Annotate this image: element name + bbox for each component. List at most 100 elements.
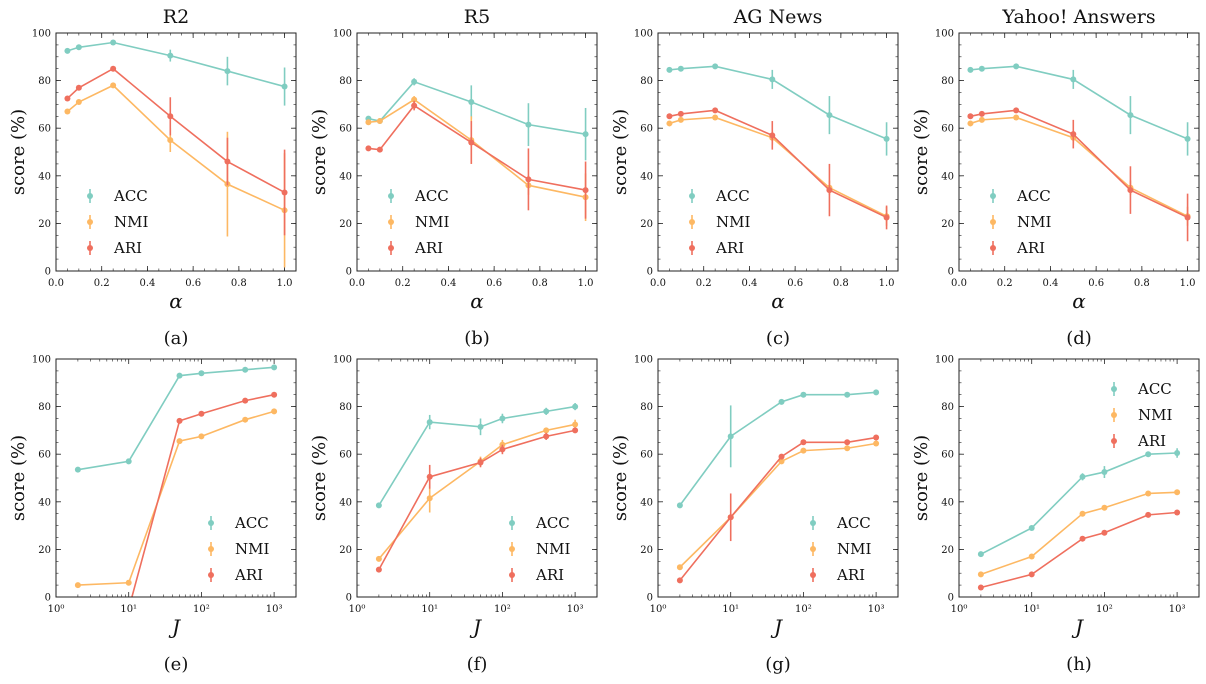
data-point-acc [411,78,418,85]
data-point-acc [873,389,880,396]
legend-label-acc: ACC [836,514,871,532]
y-tick-label: 60 [339,450,352,461]
data-point-ari [110,65,117,72]
plot-frame [958,32,1200,272]
data-point-ari [1184,214,1191,221]
data-point-nmi [967,120,974,127]
y-tick-label: 20 [640,219,653,230]
y-tick-label: 40 [38,171,51,182]
data-point-ari [75,84,82,91]
data-point-acc [271,364,278,371]
y-tick-label: 100 [634,355,653,366]
series-line-acc [669,65,887,140]
legend-marker-dot [87,245,93,251]
data-point-nmi [271,408,278,415]
x-tick-label: 0.8 [532,278,548,289]
legend: ACC NMI ARI [689,187,750,257]
data-point-nmi [677,116,684,123]
data-point-nmi [572,421,579,428]
data-point-ari [873,434,880,441]
legend-marker-dot [689,245,695,251]
y-tick-label: 100 [32,29,51,40]
legend-marker-dot [810,546,816,552]
series-line-ari [970,109,1188,219]
data-point-acc [242,366,249,373]
data-point-ari [1145,511,1152,518]
chart-title: R5 [464,6,490,28]
data-point-ari [477,459,484,466]
data-point-ari [411,102,418,109]
data-point-acc [477,423,484,430]
series-line-ari [980,511,1178,589]
legend-label-acc: ACC [234,514,269,532]
data-point-nmi [1174,489,1181,496]
y-tick-label: 0 [948,267,954,278]
y-tick-label: 0 [346,593,352,604]
panel-label: (f) [467,654,488,675]
series-line-acc [67,41,285,88]
chart-title: R2 [163,6,189,28]
data-point-nmi [176,438,183,445]
series-line-acc [679,391,877,506]
legend-label-nmi: NMI [1017,213,1051,231]
x-tick-label: 10³ [266,604,283,615]
data-point-ari [64,95,71,102]
data-point-nmi [1028,553,1035,560]
data-point-acc [198,370,205,377]
legend-marker-dot [509,546,515,552]
data-point-nmi [800,447,807,454]
data-point-ari [365,145,372,152]
legend-label-acc: ACC [1137,380,1172,398]
y-axis-label: score (%) [610,435,631,521]
legend-label-ari: ARI [1016,239,1045,257]
data-point-acc [677,65,684,72]
series-line-nmi [77,410,275,586]
data-point-ari [1013,107,1020,114]
plot-frame [55,358,297,598]
data-point-ari [1079,535,1086,542]
legend-marker-dot [1111,438,1117,444]
y-tick-label: 20 [339,545,352,556]
data-point-nmi [978,116,985,123]
data-point-nmi [375,555,382,562]
data-point-nmi [712,114,719,121]
data-point-ari [1101,529,1108,536]
x-axis-label: α [1072,289,1086,313]
x-tick-label: 0.0 [650,278,666,289]
legend-marker-dot [810,520,816,526]
legend-marker-dot [87,219,93,225]
data-point-acc [1079,473,1086,480]
legend-label-ari: ARI [836,566,865,584]
series-line-acc [980,452,1178,555]
data-point-nmi [844,445,851,452]
x-tick-label: 10⁰ [650,604,667,615]
legend-marker-dot [990,193,996,199]
data-point-acc [676,502,683,509]
data-point-ari [666,113,673,120]
data-point-ari [582,187,589,194]
y-tick-label: 100 [634,29,653,40]
series-line-ari [669,109,887,219]
legend-label-nmi: NMI [837,540,871,558]
data-point-ari [572,427,579,434]
x-tick-label: 0.2 [696,278,712,289]
legend-label-nmi: NMI [235,540,269,558]
legend-label-acc: ACC [1016,187,1051,205]
data-point-ari [376,146,383,153]
y-tick-label: 40 [640,497,653,508]
legend-marker-dot [509,572,515,578]
data-point-ari [499,446,506,453]
data-point-acc [64,47,71,54]
data-point-acc [525,121,532,128]
plot-frame [657,32,899,272]
plot-frame [356,32,598,272]
plot-frame [958,358,1200,598]
y-tick-label: 60 [339,124,352,135]
data-point-acc [167,52,174,59]
x-tick-label: 0.2 [395,278,411,289]
y-tick-label: 60 [640,124,653,135]
legend-label-nmi: NMI [415,213,449,231]
series-group [74,364,278,597]
x-tick-label: 1.0 [277,278,293,289]
